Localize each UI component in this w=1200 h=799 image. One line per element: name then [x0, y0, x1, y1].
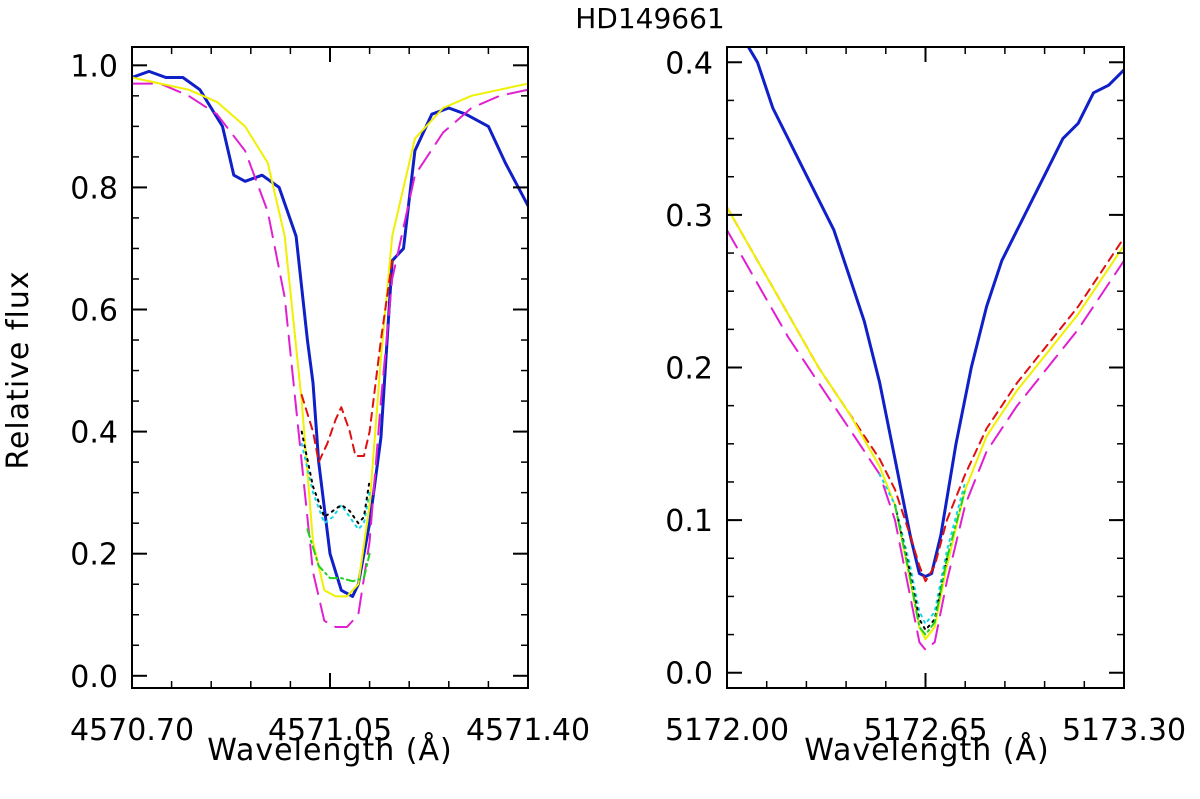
y-tick-label: 0.1 [665, 504, 713, 539]
series-group [727, 47, 1124, 651]
series-model-red [727, 206, 1124, 583]
x-axis-title-left: Wavelength (Å) [207, 732, 452, 768]
y-tick-label: 0.3 [665, 199, 713, 234]
series-observed [746, 47, 1124, 579]
x-tick-label: 5173.30 [1062, 713, 1186, 748]
y-tick-label: 0.0 [665, 657, 713, 692]
series-model-yellow [132, 76, 528, 598]
series-model-green [894, 488, 967, 636]
series-model-black [300, 430, 371, 525]
x-tick-label: 4571.40 [466, 713, 590, 748]
x-tick-label: 5172.65 [863, 713, 987, 748]
series-group [132, 69, 528, 628]
series-model-cyan [878, 473, 967, 625]
y-tick-label: 0.8 [70, 171, 118, 206]
y-axis-title: Relative flux [1, 270, 36, 469]
series-observed [132, 69, 528, 598]
y-tick-label: 0.2 [665, 352, 713, 387]
y-tick-label: 1.0 [70, 49, 118, 84]
plot-frame [726, 46, 1125, 689]
series-model-magenta [727, 229, 1124, 651]
left-panel: 0.0 0.2 0.4 0.6 0.8 1.0 4570.70 4571.05 4571.40 [70, 46, 590, 748]
figure-title: HD149661 [575, 2, 725, 35]
x-tick-label: 5172.00 [665, 713, 789, 748]
series-model-yellow [727, 206, 1124, 641]
x-tick-label: 4570.70 [70, 713, 194, 748]
y-tick-label: 0.0 [70, 660, 118, 695]
y-tick-label: 0.4 [665, 46, 713, 81]
series-model-red [300, 259, 394, 464]
series-model-magenta [132, 82, 528, 628]
y-tick-label: 0.6 [70, 294, 118, 329]
plot-frame [131, 46, 529, 689]
x-axis-title-right: Wavelength (Å) [804, 732, 1049, 768]
y-tick-label: 0.2 [70, 538, 118, 573]
series-model-green [306, 528, 371, 583]
x-tick-label: 4571.05 [268, 713, 392, 748]
right-panel: 0.0 0.1 0.2 0.3 0.4 5172.00 5172.65 5173.30 [665, 46, 1186, 748]
y-tick-label: 0.4 [70, 416, 118, 451]
